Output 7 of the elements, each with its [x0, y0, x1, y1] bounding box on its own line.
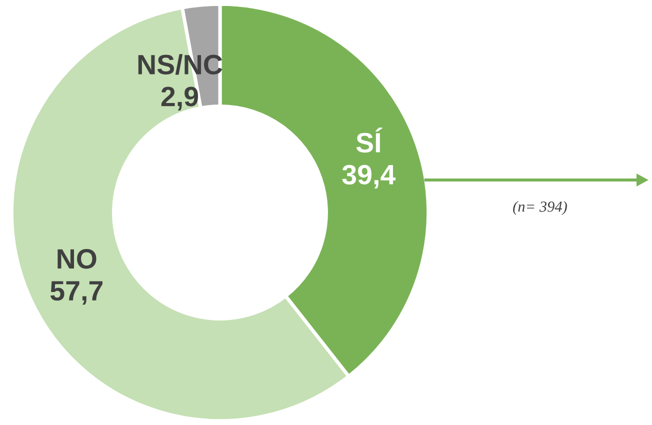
data-label: 2,9 — [161, 86, 198, 110]
data-label: 57,7 — [50, 281, 102, 305]
data-label: 39,4 — [342, 164, 396, 189]
slice-label: NS/NC — [138, 54, 222, 75]
slice-label: SÍ — [356, 128, 382, 153]
text: (n= 394) — [513, 201, 567, 215]
slice-label: NO — [58, 249, 96, 269]
